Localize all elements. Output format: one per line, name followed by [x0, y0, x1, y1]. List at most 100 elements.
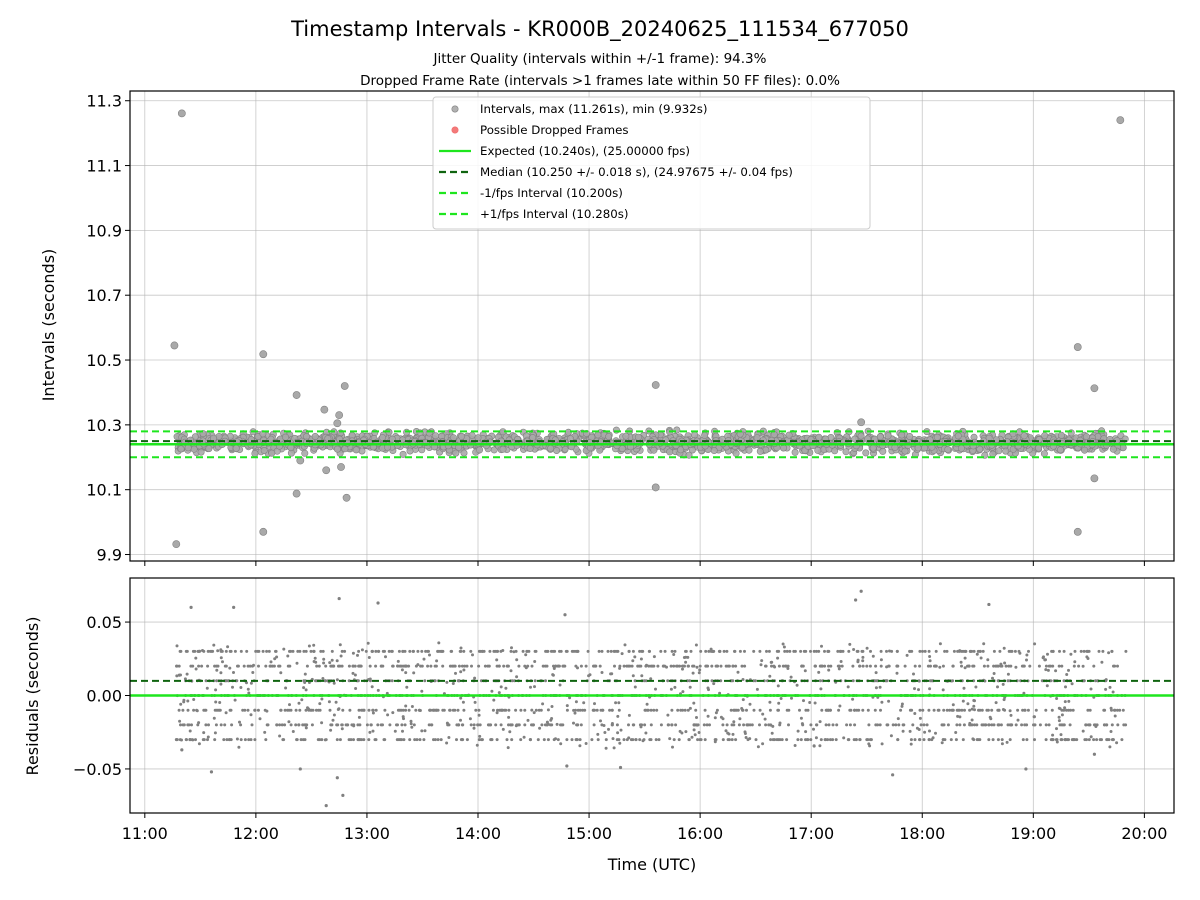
residual-point: [486, 664, 490, 668]
residual-point: [175, 644, 179, 648]
residual-point: [356, 738, 360, 742]
residual-point: [462, 649, 466, 653]
residual-point: [550, 705, 554, 708]
residual-point: [1064, 708, 1068, 712]
residual-point: [639, 657, 643, 661]
residual-point: [304, 708, 308, 712]
residual-point: [891, 723, 895, 727]
residual-point: [429, 664, 433, 668]
residual-point: [307, 644, 311, 648]
xtick-label-5: 16:00: [677, 824, 723, 843]
residual-point: [820, 708, 824, 712]
residual-point: [506, 664, 510, 668]
residual-point: [1060, 664, 1064, 668]
residual-point: [1016, 718, 1020, 722]
residual-point: [229, 649, 233, 653]
residual-point: [742, 723, 746, 727]
residual-outlier-13: [854, 598, 858, 602]
residual-point: [615, 649, 619, 653]
residual-point: [494, 723, 498, 727]
xtick-label-4: 15:00: [566, 824, 612, 843]
residual-point: [804, 730, 808, 734]
residual-point: [295, 738, 299, 742]
legend-label-3: Median (10.250 +/- 0.018 s), (24.97675 +…: [480, 165, 793, 179]
residual-point: [991, 676, 994, 680]
residual-point: [219, 682, 223, 686]
residual-point: [804, 708, 808, 712]
residual-point: [710, 679, 714, 683]
residual-point: [1100, 738, 1103, 742]
residual-point: [202, 708, 206, 712]
residual-point: [1057, 664, 1061, 668]
residual-point: [1050, 738, 1054, 742]
residual-point: [418, 738, 422, 742]
residual-point: [837, 708, 841, 712]
residual-point: [237, 745, 241, 749]
residual-point: [544, 649, 548, 653]
residual-point: [795, 683, 799, 687]
interval-point: [1020, 432, 1028, 440]
residual-point: [903, 664, 907, 668]
residual-point: [639, 664, 643, 668]
residual-point: [613, 664, 616, 668]
residual-point: [733, 649, 737, 653]
legend-label-1: Possible Dropped Frames: [480, 123, 629, 137]
residual-point: [1089, 735, 1093, 739]
residual-point: [539, 708, 543, 712]
residual-point: [615, 738, 619, 742]
residual-point: [284, 686, 288, 690]
residual-point: [488, 649, 492, 653]
residual-point: [432, 738, 435, 742]
residual-point: [697, 731, 701, 734]
residual-point: [278, 723, 282, 727]
residual-point: [1122, 723, 1126, 727]
residual-point: [480, 738, 483, 742]
residual-point: [743, 664, 747, 668]
residual-point: [212, 716, 216, 720]
residual-point: [546, 738, 550, 742]
residual-point: [727, 664, 731, 668]
residual-point: [861, 708, 865, 712]
residual-point: [447, 736, 451, 739]
residual-point: [708, 723, 711, 727]
residual-point: [902, 723, 906, 727]
residual-outlier-1: [189, 605, 193, 609]
legend-label-5: +1/fps Interval (10.280s): [480, 207, 628, 221]
residual-point: [320, 697, 324, 701]
residual-point: [853, 708, 856, 712]
residual-point: [752, 708, 756, 712]
residual-point: [433, 679, 437, 683]
residual-point: [381, 649, 385, 653]
residual-point: [314, 679, 317, 683]
residual-point: [329, 664, 333, 668]
residual-point: [297, 701, 301, 705]
residual-point: [868, 664, 872, 668]
residual-point: [245, 681, 248, 685]
residual-point: [801, 664, 805, 668]
residual-point: [663, 649, 667, 653]
residual-point: [622, 738, 626, 742]
interval-point: [622, 432, 630, 440]
residual-point: [251, 671, 255, 674]
residual-point: [1026, 708, 1030, 712]
residual-point: [1095, 738, 1099, 742]
residual-point: [185, 649, 189, 653]
residual-point: [638, 649, 642, 653]
residual-point: [858, 664, 862, 668]
residual-point: [763, 717, 767, 721]
residuals-panel: −0.05 0.00 0.05 11:00 12:00 13:00 14:00 15:00 16…: [73, 577, 1175, 843]
residual-point: [324, 664, 328, 668]
residual-point: [1059, 733, 1063, 737]
residual-point: [335, 738, 339, 742]
residual-point: [614, 701, 618, 705]
residual-point: [963, 708, 966, 712]
residual-point: [314, 660, 318, 664]
residual-point: [769, 660, 773, 664]
residual-point: [578, 738, 582, 742]
residual-point: [616, 714, 620, 718]
residual-point: [790, 696, 793, 700]
residual-point: [1057, 715, 1061, 719]
residual-point: [559, 649, 563, 653]
residual-point: [538, 726, 542, 730]
ytick-label-top-4: 10.7: [86, 286, 122, 305]
